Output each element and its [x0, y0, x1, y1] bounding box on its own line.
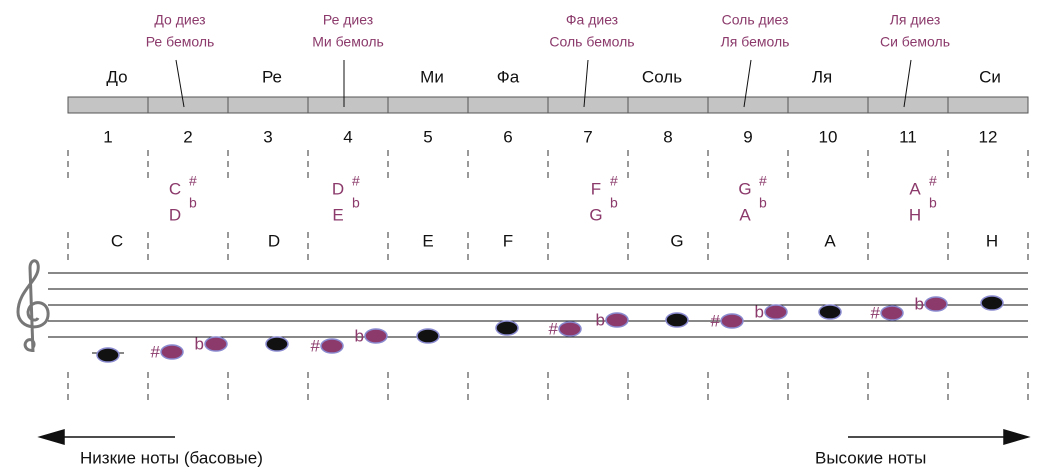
column-number: 9 — [743, 127, 752, 146]
note-head — [605, 312, 629, 328]
accidental-name: Ля диез — [890, 12, 941, 28]
flat-sign: b — [195, 334, 204, 353]
note-head — [980, 295, 1004, 311]
note-head — [665, 312, 689, 328]
pointer — [903, 59, 912, 108]
sharp-sign: # — [189, 173, 197, 189]
column-number: 12 — [979, 127, 998, 146]
treble-clef — [16, 259, 50, 353]
accidental-name: Фа диез — [566, 12, 618, 28]
note-head — [265, 336, 289, 352]
column-number: 10 — [819, 127, 838, 146]
note-head — [880, 305, 904, 321]
latin-natural: G — [670, 231, 683, 250]
column-number: 3 — [263, 127, 272, 146]
latin-natural: D — [268, 231, 280, 250]
latin-flat: E — [332, 205, 343, 224]
sharp-sign: # — [610, 173, 618, 189]
latin-natural: A — [824, 231, 836, 250]
pointer — [743, 59, 752, 108]
note-head — [558, 321, 582, 337]
sharp-sign: # — [759, 173, 767, 189]
note-head — [764, 304, 788, 320]
accidental-name: Ля бемоль — [721, 34, 790, 50]
flat-sign: b — [355, 326, 364, 345]
latin-sharp: C — [169, 179, 181, 198]
accidental-name: Соль бемоль — [549, 34, 634, 50]
latin-natural: H — [986, 231, 998, 250]
natural-name: Соль — [642, 67, 682, 86]
direction-arrows — [37, 429, 1031, 445]
flat-sign: b — [352, 195, 360, 211]
sharp-sign: # — [311, 336, 321, 355]
sharp-sign: # — [549, 319, 559, 338]
column-number: 2 — [183, 127, 192, 146]
note-head — [364, 328, 388, 344]
flat-sign: b — [759, 195, 767, 211]
latin-flat: H — [909, 205, 921, 224]
high-notes-label: Высокие ноты — [815, 448, 926, 467]
flat-sign: b — [929, 195, 937, 211]
low-notes-label: Низкие ноты (басовые) — [80, 448, 263, 467]
latin-sharp: F — [591, 179, 601, 198]
accidental-name: Соль диез — [722, 12, 789, 28]
natural-name: Ми — [420, 67, 444, 86]
sharp-sign: # — [151, 342, 161, 361]
accidental-name: Ми бемоль — [312, 34, 384, 50]
pointer — [583, 59, 589, 108]
note-head — [720, 313, 744, 329]
natural-name: Ре — [262, 67, 282, 86]
latin-natural: F — [503, 231, 513, 250]
column-number: 4 — [343, 127, 352, 146]
column-number: 8 — [663, 127, 672, 146]
latin-natural: C — [111, 231, 123, 250]
accidental-name: Ре бемоль — [146, 34, 215, 50]
natural-name: Ля — [812, 67, 832, 86]
latin-sharp: A — [909, 179, 921, 198]
natural-name: До — [106, 67, 127, 86]
accidental-name: Ре диез — [323, 12, 373, 28]
latin-sharp: G — [738, 179, 751, 198]
column-number: 6 — [503, 127, 512, 146]
flat-sign: b — [189, 195, 197, 211]
note-head — [160, 344, 184, 360]
latin-sharp: D — [332, 179, 344, 198]
latin-flat: D — [169, 205, 181, 224]
latin-natural: E — [422, 231, 433, 250]
column-number: 5 — [423, 127, 432, 146]
column-number: 7 — [583, 127, 592, 146]
note-head — [818, 304, 842, 320]
latin-flat: A — [739, 205, 751, 224]
sharp-sign: # — [871, 303, 881, 322]
sharp-sign: # — [352, 173, 360, 189]
staff — [48, 272, 1028, 354]
flat-sign: b — [610, 195, 618, 211]
note-head — [495, 320, 519, 336]
note-head — [416, 328, 440, 344]
note-head — [96, 347, 120, 363]
flat-sign: b — [755, 302, 764, 321]
natural-name: Си — [979, 67, 1001, 86]
pointer — [175, 59, 185, 108]
sharp-sign: # — [711, 311, 721, 330]
flat-sign: b — [596, 310, 605, 329]
accidental-name: Си бемоль — [880, 34, 950, 50]
note-head — [204, 336, 228, 352]
column-number: 1 — [103, 127, 112, 146]
latin-flat: G — [589, 205, 602, 224]
natural-name: Фа — [497, 67, 520, 86]
note-head — [320, 338, 344, 354]
column-number: 11 — [899, 127, 917, 146]
flat-sign: b — [915, 294, 924, 313]
accidental-name: До диез — [154, 12, 205, 28]
sharp-sign: # — [929, 173, 937, 189]
note-head — [924, 296, 948, 312]
